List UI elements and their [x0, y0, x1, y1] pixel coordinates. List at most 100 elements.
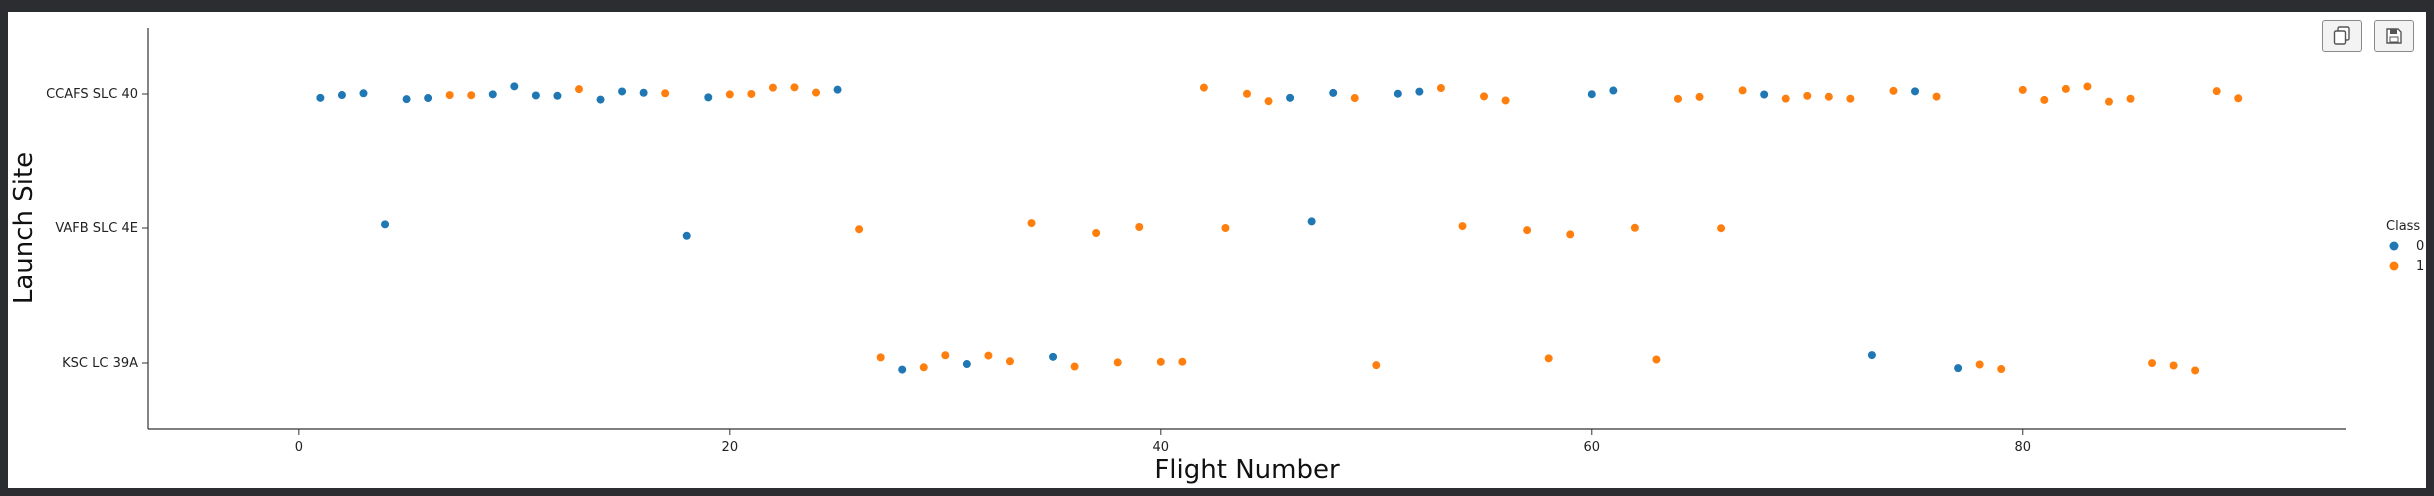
data-point	[1566, 230, 1575, 239]
legend-marker	[2389, 241, 2399, 251]
data-point	[2191, 366, 2200, 375]
data-point	[1695, 92, 1704, 101]
data-point	[1372, 361, 1381, 370]
data-point	[1480, 92, 1489, 101]
data-point	[531, 91, 540, 100]
data-point	[2148, 359, 2157, 368]
data-point	[1221, 224, 1230, 233]
data-point	[337, 91, 346, 100]
data-point	[1717, 224, 1726, 233]
data-point	[1286, 93, 1295, 102]
data-point	[1630, 223, 1639, 232]
data-point	[639, 88, 648, 97]
data-point	[359, 89, 368, 98]
data-point	[1975, 360, 1984, 369]
data-point	[876, 353, 885, 362]
data-point	[553, 91, 562, 100]
copy-button[interactable]	[2322, 20, 2362, 52]
data-point	[2040, 95, 2049, 104]
data-point	[1846, 94, 1855, 103]
x-tick-label: 0	[295, 440, 303, 455]
legend-title: Class	[2386, 219, 2420, 234]
data-point	[1932, 92, 1941, 101]
data-point	[402, 95, 411, 104]
x-axis-label: Flight Number	[1154, 455, 1340, 485]
data-point	[1738, 86, 1747, 95]
data-point	[1415, 87, 1424, 96]
data-point	[445, 91, 454, 100]
data-point	[833, 85, 842, 94]
data-point	[1501, 96, 1510, 105]
data-point	[618, 87, 627, 96]
y-tick-label: KSC LC 39A	[62, 356, 138, 371]
data-point	[2169, 361, 2178, 370]
data-point	[2212, 87, 2221, 96]
data-point	[1070, 362, 1079, 371]
data-point	[941, 351, 950, 360]
data-point	[1199, 83, 1208, 92]
data-point	[1803, 91, 1812, 100]
data-point	[725, 90, 734, 99]
data-point	[1781, 94, 1790, 103]
y-tick-label: CCAFS SLC 40	[46, 87, 138, 102]
data-point	[1243, 89, 1251, 98]
data-point	[2018, 85, 2027, 94]
figure-frame: 0 20 40 60 80 CCAFS SLC 40 VAFB SLC 4E KSC LC 3…	[8, 12, 2426, 488]
data-point	[1523, 226, 1532, 235]
data-point	[1329, 88, 1338, 97]
data-point	[1587, 90, 1596, 99]
data-point	[316, 93, 325, 102]
data-point	[898, 365, 907, 374]
data-point	[1113, 358, 1122, 367]
data-point	[1092, 228, 1101, 237]
legend-entry-label: 1	[2416, 259, 2424, 274]
scatter-chart: 0 20 40 60 80 CCAFS SLC 40 VAFB SLC 4E KSC LC 3…	[9, 28, 2424, 485]
data-point	[919, 363, 928, 372]
save-icon	[2386, 28, 2402, 44]
data-point	[488, 90, 497, 99]
data-point	[2083, 82, 2092, 91]
data-point	[661, 89, 670, 98]
data-point	[682, 231, 691, 240]
data-point	[2126, 94, 2135, 103]
data-point	[381, 220, 390, 229]
data-point	[1824, 92, 1833, 101]
data-point	[1911, 87, 1920, 96]
data-point	[1135, 222, 1144, 231]
data-point	[1997, 365, 2006, 374]
x-tick-label: 20	[722, 440, 739, 455]
copy-icon	[2333, 26, 2350, 45]
data-point	[1049, 352, 1058, 361]
data-point	[1889, 86, 1898, 95]
data-point	[984, 351, 993, 360]
save-button[interactable]	[2374, 20, 2414, 52]
data-point	[747, 89, 756, 98]
data-point	[1436, 84, 1445, 93]
data-point	[1393, 89, 1402, 98]
data-point	[1027, 219, 1036, 228]
data-point	[704, 93, 713, 102]
data-point	[2234, 94, 2243, 103]
data-point	[510, 82, 519, 91]
data-point	[424, 94, 433, 103]
data-point	[1350, 94, 1359, 103]
y-tick-label: VAFB SLC 4E	[55, 221, 138, 236]
y-axis-label: Launch Site	[9, 152, 39, 304]
data-point	[1156, 357, 1165, 366]
data-point	[1307, 217, 1316, 226]
data-point	[1544, 354, 1553, 363]
data-point	[1954, 364, 1963, 373]
data-point	[574, 85, 583, 94]
data-point	[768, 83, 777, 92]
legend-marker	[2389, 261, 2399, 271]
data-point	[1867, 351, 1876, 360]
x-tick-label: 60	[1584, 440, 1601, 455]
data-point	[812, 88, 821, 97]
data-point	[855, 225, 864, 234]
data-point	[1005, 357, 1014, 366]
x-tick-label: 80	[2014, 440, 2031, 455]
data-point	[596, 95, 605, 104]
data-point	[1609, 86, 1618, 95]
data-point	[1458, 222, 1467, 231]
data-point	[1178, 357, 1187, 366]
